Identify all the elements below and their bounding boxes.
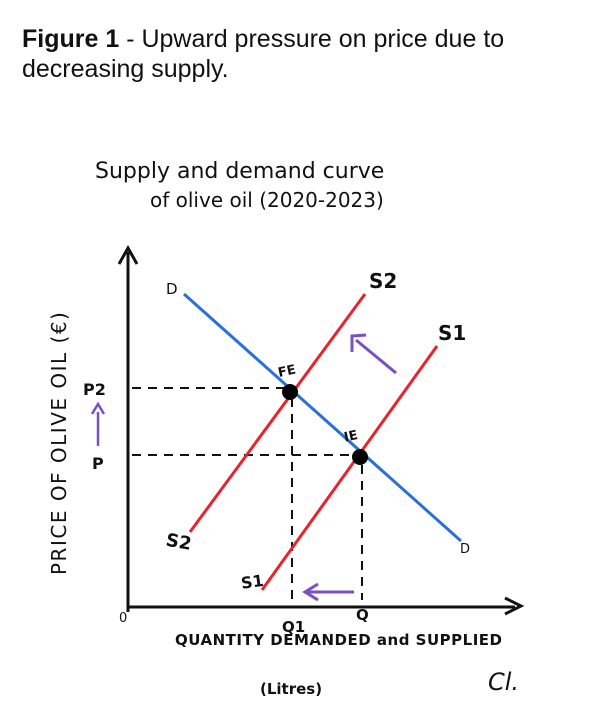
- s2-bottom-label: S2: [164, 530, 193, 555]
- supply-curve-s2: [188, 293, 367, 533]
- x-axis-unit: (Litres): [260, 680, 322, 698]
- author-signature: Cl.: [488, 668, 519, 696]
- s1-top-label: S1: [438, 321, 466, 345]
- p2-label: P2: [83, 380, 106, 399]
- s2-top-label: S2: [369, 269, 397, 293]
- supply-shift-arrowhead: [350, 333, 367, 352]
- demand-start-label: D: [166, 280, 178, 298]
- final-equilibrium-point: [282, 384, 298, 400]
- final-equilibrium-label: FE: [277, 363, 297, 381]
- q-label: Q: [356, 606, 369, 624]
- q1-label: Q1: [282, 618, 305, 636]
- demand-end-label: D: [460, 542, 470, 557]
- figure-caption: Figure 1 - Upward pressure on price due …: [22, 24, 572, 84]
- quantity-decrease-arrowhead: [302, 582, 319, 602]
- supply-shift-arrow: [355, 338, 397, 375]
- initial-equilibrium-label: IE: [343, 428, 360, 446]
- y-axis-label: PRICE OF OLIVE OIL (€): [47, 311, 71, 575]
- s1-bottom-label: S1: [240, 571, 265, 593]
- diagram-title-line1: Supply and demand curve: [95, 159, 384, 184]
- figure-caption-text: - Upward pressure on price due to decrea…: [22, 25, 505, 83]
- supply-curve-s1: [260, 345, 439, 591]
- demand-curve: [183, 292, 462, 543]
- diagram-title-line2: of olive oil (2020-2023): [150, 188, 384, 212]
- x-axis-label: QUANTITY DEMANDED and SUPPLIED: [175, 631, 503, 649]
- initial-equilibrium-point: [352, 449, 368, 465]
- figure-label: Figure 1: [22, 25, 120, 53]
- y-axis-arrowhead: [117, 244, 139, 265]
- x-axis-arrowhead: [504, 596, 525, 616]
- origin-label: 0: [119, 611, 127, 626]
- p-label: P: [92, 454, 104, 473]
- price-increase-arrowhead: [90, 401, 106, 415]
